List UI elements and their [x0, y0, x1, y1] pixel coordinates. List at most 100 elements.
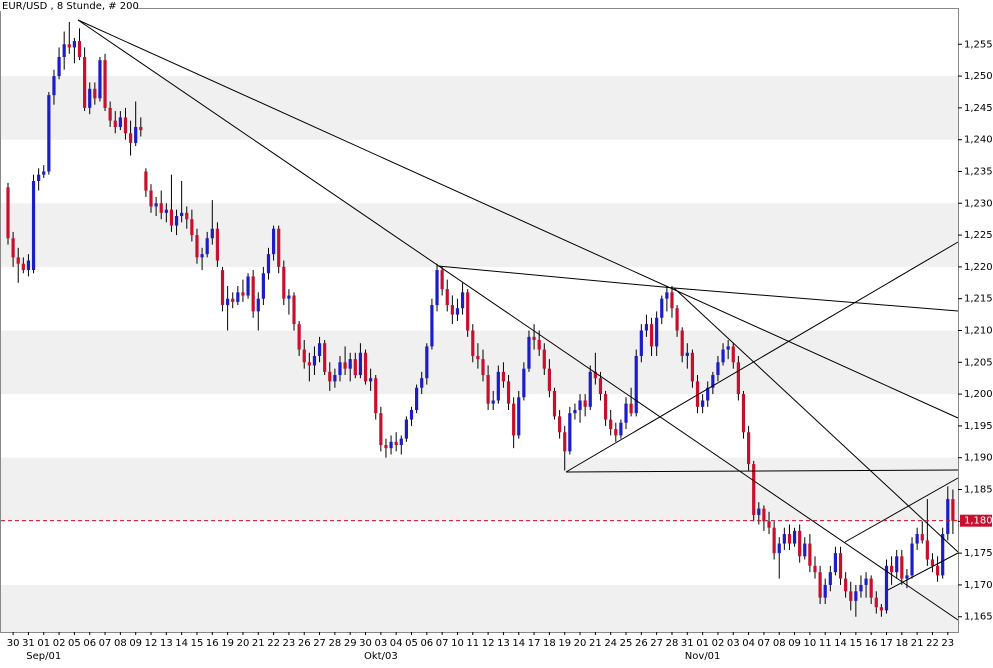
candle-body [333, 375, 337, 382]
candle-body [261, 273, 265, 299]
marks [6, 21, 955, 617]
candle-body [200, 254, 204, 258]
candle-body [685, 352, 689, 356]
candle-body [629, 403, 633, 414]
y-tick-label: 1,220 [964, 262, 993, 273]
x-tick-label: 14 [834, 638, 847, 649]
x-tick-label: 07 [758, 638, 771, 649]
candle-body [430, 305, 434, 347]
x-tick-label: 19 [221, 638, 234, 649]
x-tick-label: 07 [436, 638, 449, 649]
candle-body [103, 60, 107, 108]
y-tick-label: 1,205 [964, 357, 993, 368]
candle-body [271, 228, 276, 255]
candle-body [609, 419, 613, 430]
candle-body [675, 308, 679, 331]
candle-body [415, 387, 419, 411]
x-tick-label: 10 [804, 638, 817, 649]
candle-body [185, 212, 189, 220]
candle-body [787, 534, 792, 544]
candle-body [241, 292, 245, 296]
y-tick-label: 1,230 [964, 198, 993, 209]
candle-body [874, 597, 878, 608]
candle-body [67, 44, 71, 48]
x-tick-label: 01 [696, 638, 709, 649]
candle-body [190, 219, 194, 236]
candle-body [16, 257, 20, 264]
candle-body [277, 228, 281, 267]
candle-body [389, 441, 393, 449]
x-tick-label: 13 [160, 638, 173, 649]
candle-body [695, 381, 700, 407]
candle-body [72, 41, 76, 48]
candle-body [910, 543, 914, 576]
candle-body [746, 432, 751, 465]
candle-body [828, 572, 832, 585]
trend-lines [77, 19, 959, 621]
candle-body [603, 394, 608, 420]
candle-body [660, 298, 664, 318]
candle-body [614, 429, 618, 436]
candle-body [649, 324, 654, 347]
candle-body [935, 565, 940, 576]
candle-body [404, 419, 408, 439]
candle-body [174, 216, 179, 226]
candle-body [859, 584, 863, 592]
candle-body [854, 591, 858, 601]
candle-body [573, 410, 577, 414]
x-tick-label: 02 [53, 638, 66, 649]
candle-body [849, 591, 853, 601]
candle-body [358, 352, 363, 376]
candle-body [31, 181, 36, 271]
candle-body [231, 298, 235, 302]
candle-body [292, 295, 296, 325]
x-tick-label: 30 [7, 638, 20, 649]
month-label: Sep/01 [26, 651, 61, 662]
candle-body [721, 349, 725, 363]
candle-body [435, 270, 439, 306]
candle-body [440, 270, 444, 290]
x-tick-label: 17 [880, 638, 893, 649]
candle-body [920, 534, 924, 541]
x-tick-label: 23 [941, 638, 954, 649]
candle-body [399, 438, 403, 445]
candle-body [670, 292, 674, 309]
candle-body [512, 403, 516, 436]
candle-body [798, 530, 802, 557]
x-tick-label: 22 [267, 638, 280, 649]
candle-body [537, 340, 541, 350]
x-tick-label: 04 [742, 638, 755, 649]
x-tick-label: 01 [37, 638, 50, 649]
candle-body [323, 343, 327, 372]
candle-body [813, 565, 817, 573]
candle-body [282, 266, 286, 299]
x-tick-label: 27 [650, 638, 663, 649]
candle-body [226, 298, 230, 306]
trend-line [673, 287, 959, 312]
x-tick-label: 05 [405, 638, 418, 649]
x-tick-label: 26 [298, 638, 311, 649]
candle-body [680, 330, 684, 356]
x-tick-label: 20 [574, 638, 587, 649]
trend-line [565, 469, 959, 473]
candle-body [220, 270, 225, 306]
x-tick-label: 28 [329, 638, 342, 649]
candle-body [726, 346, 730, 350]
candle-body [215, 228, 220, 261]
candle-body [833, 553, 838, 573]
candle-body [353, 359, 357, 376]
candle-body [864, 578, 868, 585]
candle-body [491, 400, 495, 404]
x-tick-label: 10 [451, 638, 464, 649]
candle-body [634, 355, 638, 414]
candle-body [52, 76, 56, 96]
x-tick-label: 29 [344, 638, 357, 649]
y-tick-label: 1,250 [964, 71, 993, 82]
candle-body [639, 330, 643, 356]
trend-line [673, 287, 959, 553]
candle-body [731, 346, 735, 363]
x-tick-label: 13 [497, 638, 510, 649]
y-tick-label: 1,165 [964, 612, 993, 623]
candle-body [374, 378, 378, 414]
candle-body [583, 400, 587, 407]
